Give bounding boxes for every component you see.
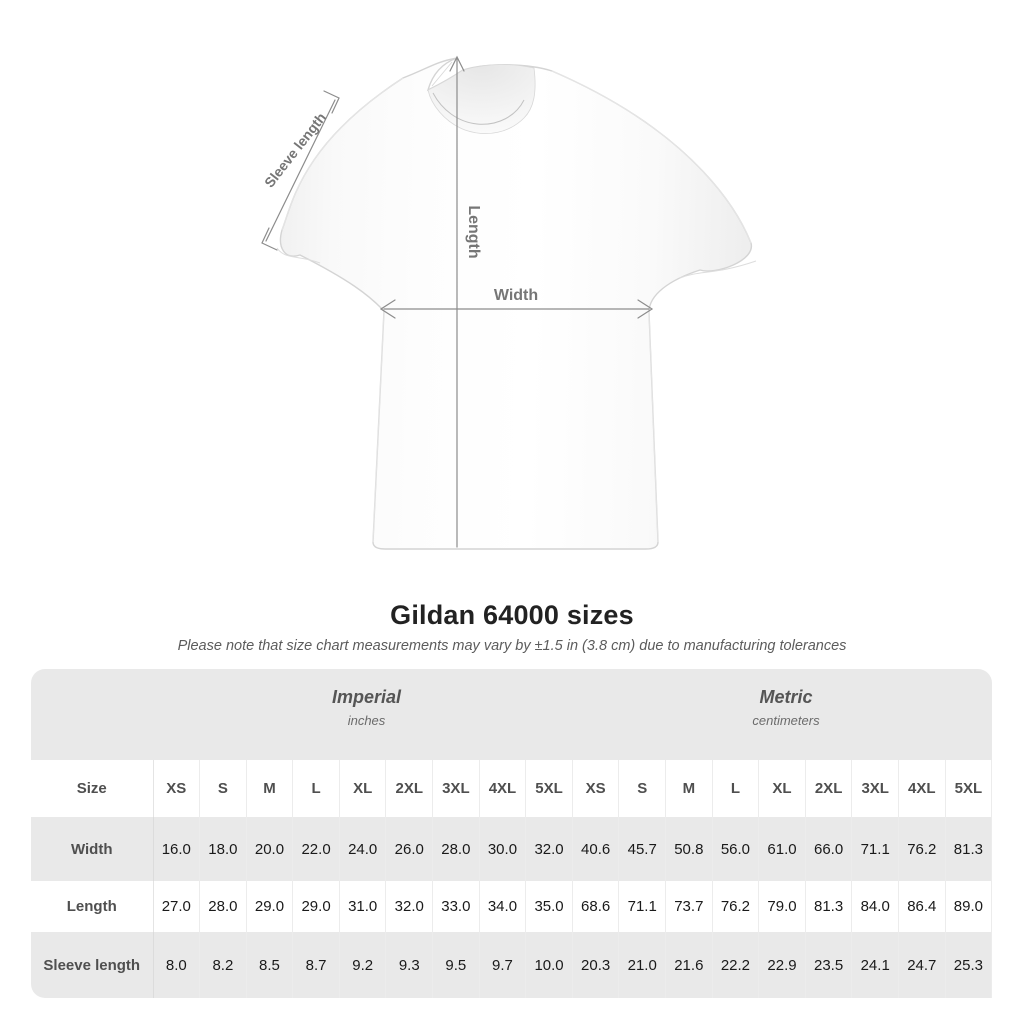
svg-text:Width: Width [494, 287, 538, 304]
svg-text:Length: Length [465, 205, 482, 258]
